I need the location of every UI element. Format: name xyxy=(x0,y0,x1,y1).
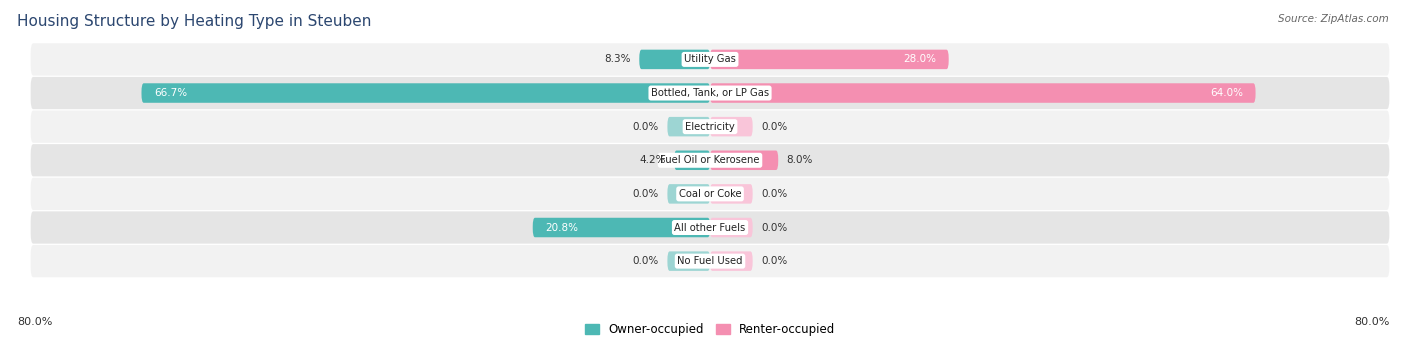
FancyBboxPatch shape xyxy=(710,117,752,136)
FancyBboxPatch shape xyxy=(710,50,949,69)
FancyBboxPatch shape xyxy=(31,144,1389,176)
Text: Housing Structure by Heating Type in Steuben: Housing Structure by Heating Type in Ste… xyxy=(17,14,371,29)
Text: All other Fuels: All other Fuels xyxy=(675,223,745,233)
Text: 20.8%: 20.8% xyxy=(546,223,578,233)
FancyBboxPatch shape xyxy=(668,251,710,271)
Text: 0.0%: 0.0% xyxy=(761,223,787,233)
FancyBboxPatch shape xyxy=(31,245,1389,277)
FancyBboxPatch shape xyxy=(31,178,1389,210)
Text: Source: ZipAtlas.com: Source: ZipAtlas.com xyxy=(1278,14,1389,24)
Text: 0.0%: 0.0% xyxy=(761,122,787,132)
FancyBboxPatch shape xyxy=(31,110,1389,143)
Text: No Fuel Used: No Fuel Used xyxy=(678,256,742,266)
FancyBboxPatch shape xyxy=(710,184,752,204)
FancyBboxPatch shape xyxy=(142,83,710,103)
Text: 0.0%: 0.0% xyxy=(633,256,659,266)
FancyBboxPatch shape xyxy=(710,150,779,170)
FancyBboxPatch shape xyxy=(710,251,752,271)
Text: 8.3%: 8.3% xyxy=(605,55,631,64)
Text: 80.0%: 80.0% xyxy=(1354,317,1389,327)
FancyBboxPatch shape xyxy=(710,218,752,237)
FancyBboxPatch shape xyxy=(533,218,710,237)
Legend: Owner-occupied, Renter-occupied: Owner-occupied, Renter-occupied xyxy=(579,318,841,341)
Text: Utility Gas: Utility Gas xyxy=(685,55,735,64)
Text: 0.0%: 0.0% xyxy=(633,189,659,199)
FancyBboxPatch shape xyxy=(640,50,710,69)
FancyBboxPatch shape xyxy=(31,43,1389,76)
Text: 8.0%: 8.0% xyxy=(787,155,813,165)
Text: 66.7%: 66.7% xyxy=(155,88,187,98)
Text: 0.0%: 0.0% xyxy=(761,189,787,199)
FancyBboxPatch shape xyxy=(675,150,710,170)
Text: 0.0%: 0.0% xyxy=(633,122,659,132)
Text: Electricity: Electricity xyxy=(685,122,735,132)
Text: 0.0%: 0.0% xyxy=(761,256,787,266)
Text: Bottled, Tank, or LP Gas: Bottled, Tank, or LP Gas xyxy=(651,88,769,98)
FancyBboxPatch shape xyxy=(710,83,1256,103)
Text: 64.0%: 64.0% xyxy=(1209,88,1243,98)
Text: 28.0%: 28.0% xyxy=(903,55,936,64)
Text: Fuel Oil or Kerosene: Fuel Oil or Kerosene xyxy=(661,155,759,165)
FancyBboxPatch shape xyxy=(668,117,710,136)
FancyBboxPatch shape xyxy=(668,184,710,204)
Text: 80.0%: 80.0% xyxy=(17,317,52,327)
FancyBboxPatch shape xyxy=(31,77,1389,109)
FancyBboxPatch shape xyxy=(31,211,1389,244)
Text: 4.2%: 4.2% xyxy=(640,155,665,165)
Text: Coal or Coke: Coal or Coke xyxy=(679,189,741,199)
